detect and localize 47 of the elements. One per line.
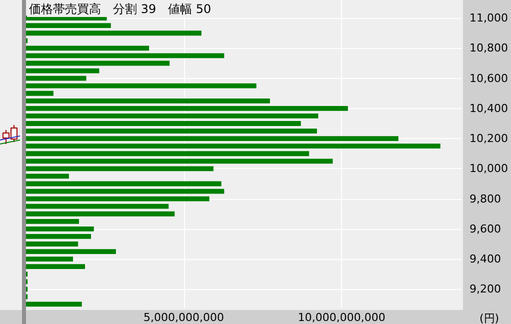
bar	[26, 256, 74, 262]
bar	[26, 242, 78, 246]
y-tick-label: 10,200	[470, 132, 508, 146]
y-tick-label: 9,600	[470, 222, 502, 236]
bar	[26, 151, 310, 156]
bar	[26, 144, 440, 149]
bar	[26, 166, 214, 172]
bar	[26, 76, 86, 81]
bar	[26, 158, 333, 164]
bar	[26, 98, 270, 104]
bar	[26, 68, 100, 74]
x-tick-label: 10,000,000,000	[298, 311, 386, 324]
bar	[26, 128, 317, 134]
y-tick-label: 9,800	[470, 192, 502, 206]
y-tick-label: 10,800	[470, 42, 508, 55]
bar	[26, 30, 202, 36]
y-tick-label: 10,600	[470, 72, 508, 85]
bar	[26, 23, 111, 28]
bar	[26, 53, 224, 58]
bar	[26, 188, 224, 194]
bar	[26, 114, 318, 118]
bar	[26, 106, 348, 111]
bar	[26, 196, 210, 202]
y-tick-label: 9,200	[470, 282, 502, 296]
bar	[26, 234, 92, 239]
bar	[26, 181, 222, 186]
bar	[26, 90, 54, 96]
bar	[26, 249, 116, 254]
bar	[26, 264, 86, 270]
y-tick-label: 10,400	[470, 102, 508, 115]
bar	[26, 83, 256, 88]
y-tick-label: 11,000	[470, 12, 508, 25]
y-tick-label: 9,400	[470, 252, 502, 266]
bar	[26, 204, 169, 209]
x-axis-title: (円)	[480, 312, 500, 324]
bar	[26, 136, 398, 142]
bar	[26, 121, 301, 126]
bar	[26, 46, 150, 51]
bar	[26, 60, 170, 66]
chart-title: 価格帯売買高 分割 39 値幅 50	[29, 2, 212, 16]
x-tick-label: 5,000,000,000	[144, 311, 224, 324]
bar	[26, 218, 80, 224]
bar	[26, 211, 175, 216]
bar	[26, 174, 69, 179]
bar	[26, 226, 94, 232]
y-tick-label: 10,000	[470, 162, 508, 176]
bar	[26, 302, 82, 307]
